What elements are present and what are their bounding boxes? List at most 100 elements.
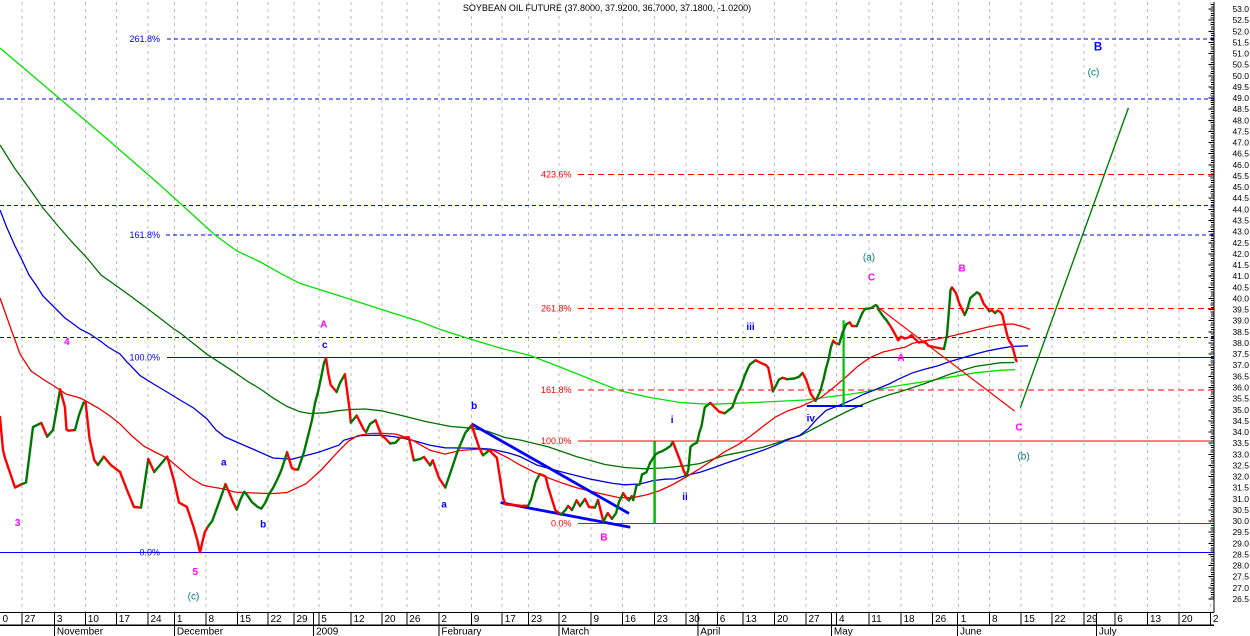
svg-text:a: a bbox=[221, 457, 227, 468]
svg-text:29.0: 29.0 bbox=[1232, 538, 1249, 548]
svg-text:C: C bbox=[868, 272, 875, 283]
svg-text:May: May bbox=[834, 627, 853, 636]
svg-text:9: 9 bbox=[594, 614, 600, 625]
svg-text:36.5: 36.5 bbox=[1232, 371, 1249, 381]
svg-text:20: 20 bbox=[385, 614, 397, 625]
svg-text:34.0: 34.0 bbox=[1232, 427, 1249, 437]
svg-text:40.0: 40.0 bbox=[1232, 293, 1249, 303]
svg-text:9: 9 bbox=[474, 614, 480, 625]
svg-text:161.8%: 161.8% bbox=[541, 385, 572, 395]
svg-text:b: b bbox=[260, 519, 266, 530]
svg-text:15: 15 bbox=[1024, 614, 1036, 625]
svg-text:5: 5 bbox=[193, 567, 199, 578]
svg-text:c: c bbox=[322, 340, 328, 351]
svg-text:2: 2 bbox=[561, 614, 567, 625]
svg-text:42.5: 42.5 bbox=[1232, 238, 1249, 248]
svg-text:6: 6 bbox=[1117, 614, 1123, 625]
svg-text:31.5: 31.5 bbox=[1232, 483, 1249, 493]
svg-text:13: 13 bbox=[1150, 614, 1162, 625]
svg-text:3: 3 bbox=[15, 518, 21, 529]
svg-text:29: 29 bbox=[1086, 614, 1098, 625]
svg-text:35.0: 35.0 bbox=[1232, 405, 1249, 415]
svg-text:4: 4 bbox=[839, 614, 845, 625]
svg-text:(c): (c) bbox=[1088, 68, 1100, 79]
svg-text:13: 13 bbox=[746, 614, 758, 625]
svg-text:48.0: 48.0 bbox=[1232, 115, 1249, 125]
svg-text:32.5: 32.5 bbox=[1232, 460, 1249, 470]
svg-text:33.0: 33.0 bbox=[1232, 449, 1249, 459]
svg-text:b: b bbox=[471, 401, 477, 412]
svg-text:26.5: 26.5 bbox=[1232, 594, 1249, 604]
svg-text:44.0: 44.0 bbox=[1232, 204, 1249, 214]
svg-text:44.5: 44.5 bbox=[1232, 193, 1249, 203]
svg-text:37.5: 37.5 bbox=[1232, 349, 1249, 359]
svg-text:SOYBEAN OIL FUTURE (37.8000, 3: SOYBEAN OIL FUTURE (37.8000, 37.9200, 36… bbox=[463, 3, 751, 13]
svg-text:A: A bbox=[897, 353, 904, 364]
svg-text:22: 22 bbox=[271, 614, 283, 625]
svg-text:16: 16 bbox=[625, 614, 637, 625]
svg-text:8: 8 bbox=[209, 614, 215, 625]
svg-text:i: i bbox=[671, 415, 674, 426]
svg-text:July: July bbox=[1099, 627, 1117, 636]
svg-text:November: November bbox=[57, 627, 104, 636]
svg-text:47.0: 47.0 bbox=[1232, 138, 1249, 148]
svg-text:iii: iii bbox=[746, 322, 755, 333]
svg-text:(c): (c) bbox=[188, 592, 200, 603]
svg-text:(a): (a) bbox=[863, 253, 875, 264]
svg-text:49.5: 49.5 bbox=[1232, 82, 1249, 92]
svg-text:46.0: 46.0 bbox=[1232, 160, 1249, 170]
svg-text:261.8%: 261.8% bbox=[129, 34, 160, 44]
svg-text:23: 23 bbox=[531, 614, 543, 625]
svg-text:27.0: 27.0 bbox=[1232, 583, 1249, 593]
svg-text:45.0: 45.0 bbox=[1232, 182, 1249, 192]
svg-text:30.5: 30.5 bbox=[1232, 505, 1249, 515]
svg-text:50.5: 50.5 bbox=[1232, 60, 1249, 70]
svg-text:0.0%: 0.0% bbox=[551, 518, 572, 528]
svg-text:40.5: 40.5 bbox=[1232, 282, 1249, 292]
svg-text:27: 27 bbox=[25, 614, 37, 625]
svg-text:27.5: 27.5 bbox=[1232, 572, 1249, 582]
svg-text:41.5: 41.5 bbox=[1232, 260, 1249, 270]
svg-text:2: 2 bbox=[1213, 614, 1219, 625]
svg-text:20: 20 bbox=[1182, 614, 1194, 625]
svg-text:10: 10 bbox=[88, 614, 100, 625]
svg-text:261.8%: 261.8% bbox=[541, 303, 572, 313]
svg-text:30.0: 30.0 bbox=[1232, 516, 1249, 526]
svg-text:28.0: 28.0 bbox=[1232, 561, 1249, 571]
svg-text:33.5: 33.5 bbox=[1232, 438, 1249, 448]
svg-text:3: 3 bbox=[57, 614, 63, 625]
svg-text:0.0%: 0.0% bbox=[139, 547, 160, 557]
svg-text:4: 4 bbox=[64, 337, 70, 348]
svg-text:March: March bbox=[561, 627, 589, 636]
svg-text:47.5: 47.5 bbox=[1232, 127, 1249, 137]
svg-text:17: 17 bbox=[119, 614, 131, 625]
svg-text:52.5: 52.5 bbox=[1232, 15, 1249, 25]
svg-text:(b): (b) bbox=[1017, 452, 1029, 463]
svg-text:iv: iv bbox=[807, 414, 816, 425]
svg-text:17: 17 bbox=[505, 614, 517, 625]
svg-text:26: 26 bbox=[935, 614, 947, 625]
svg-text:ii: ii bbox=[682, 492, 688, 503]
svg-text:22: 22 bbox=[1055, 614, 1067, 625]
svg-text:35.5: 35.5 bbox=[1232, 394, 1249, 404]
svg-text:1: 1 bbox=[177, 614, 183, 625]
svg-text:5: 5 bbox=[321, 614, 327, 625]
svg-text:45.5: 45.5 bbox=[1232, 171, 1249, 181]
svg-text:38.5: 38.5 bbox=[1232, 327, 1249, 337]
svg-text:43.0: 43.0 bbox=[1232, 227, 1249, 237]
svg-text:C: C bbox=[1015, 422, 1022, 433]
svg-text:December: December bbox=[177, 627, 224, 636]
svg-text:2: 2 bbox=[441, 614, 447, 625]
svg-text:31.0: 31.0 bbox=[1232, 494, 1249, 504]
svg-text:28.5: 28.5 bbox=[1232, 550, 1249, 560]
svg-text:100.0%: 100.0% bbox=[129, 352, 160, 362]
svg-text:April: April bbox=[700, 627, 720, 636]
svg-text:100.0%: 100.0% bbox=[541, 436, 572, 446]
svg-text:June: June bbox=[960, 627, 982, 636]
svg-text:39.0: 39.0 bbox=[1232, 316, 1249, 326]
svg-text:161.8%: 161.8% bbox=[129, 230, 160, 240]
svg-text:39.5: 39.5 bbox=[1232, 305, 1249, 315]
svg-text:12: 12 bbox=[354, 614, 366, 625]
svg-text:B: B bbox=[1094, 42, 1102, 54]
svg-text:1: 1 bbox=[961, 614, 967, 625]
